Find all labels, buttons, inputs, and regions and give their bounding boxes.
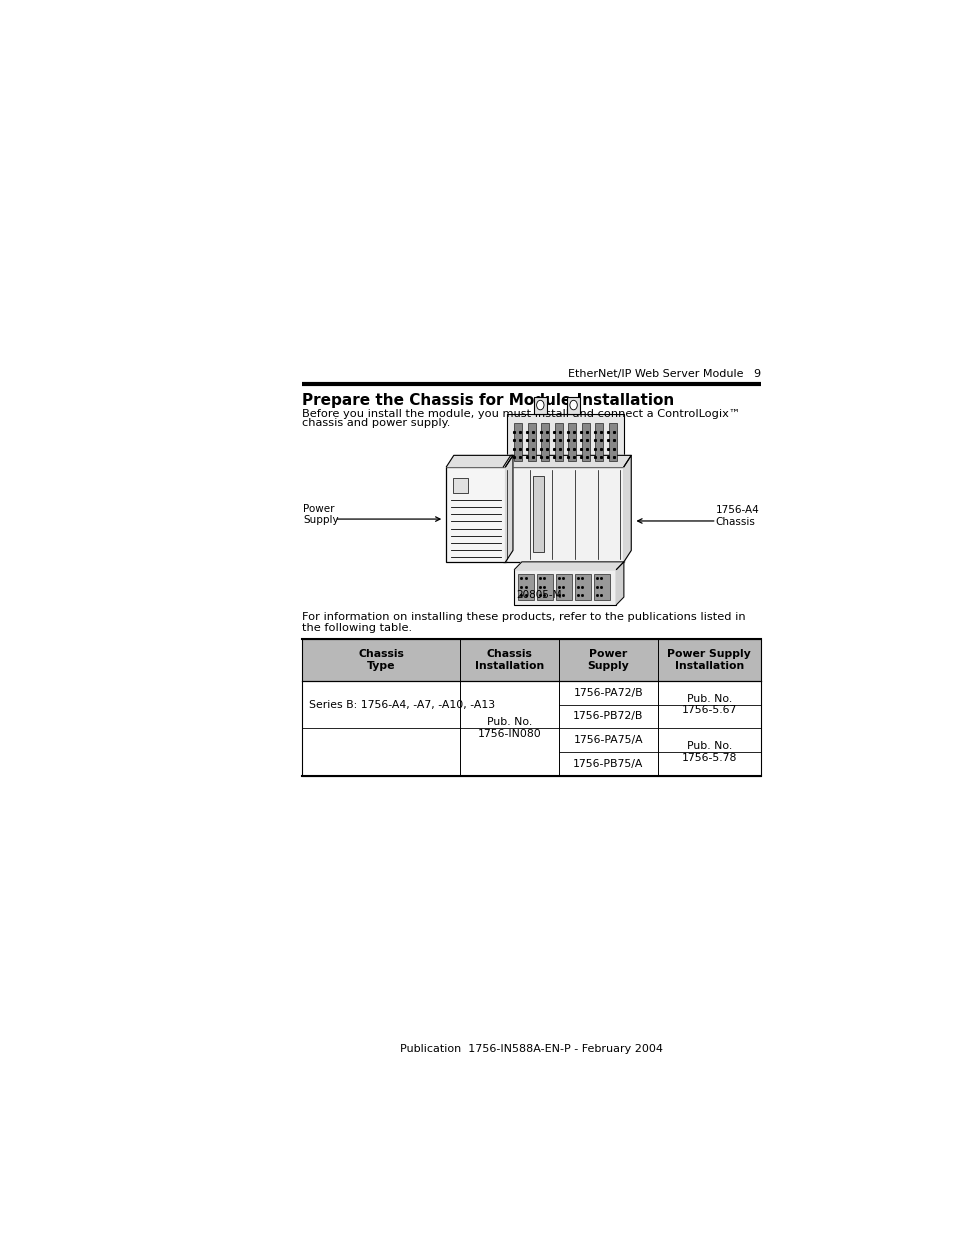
Bar: [446, 467, 505, 562]
Bar: [566, 398, 579, 415]
Text: Chassis
Type: Chassis Type: [357, 650, 403, 671]
Text: 1756-PA72/B: 1756-PA72/B: [573, 688, 642, 698]
Polygon shape: [616, 562, 623, 605]
Text: For information on installing these products, refer to the publications listed i: For information on installing these prod…: [301, 613, 744, 622]
Text: 1756-PA75/A: 1756-PA75/A: [573, 735, 642, 745]
Bar: [537, 574, 553, 600]
Text: 20805-M: 20805-M: [516, 590, 561, 600]
Text: Pub. No.
1756-IN080: Pub. No. 1756-IN080: [477, 718, 541, 739]
Polygon shape: [505, 456, 513, 562]
Bar: [575, 574, 590, 600]
Bar: [514, 424, 521, 461]
Bar: [453, 478, 467, 494]
Bar: [517, 574, 534, 600]
Bar: [503, 467, 623, 562]
Text: Power Supply
Installation: Power Supply Installation: [667, 650, 750, 671]
Polygon shape: [623, 456, 631, 562]
Text: 1756-PB75/A: 1756-PB75/A: [573, 760, 643, 769]
Text: 1756-PB72/B: 1756-PB72/B: [573, 711, 643, 721]
Text: Publication  1756-IN588A-EN-P - February 2004: Publication 1756-IN588A-EN-P - February …: [399, 1044, 662, 1053]
Text: EtherNet/IP Web Server Module   9: EtherNet/IP Web Server Module 9: [567, 369, 760, 379]
Bar: [554, 424, 562, 461]
Bar: [301, 638, 760, 776]
Bar: [533, 477, 543, 552]
Text: 1756-A4
Chassis: 1756-A4 Chassis: [715, 505, 759, 527]
Bar: [593, 574, 609, 600]
Text: Series B: 1756-A4, -A7, -A10, -A13: Series B: 1756-A4, -A7, -A10, -A13: [309, 699, 495, 709]
Text: Power
Supply: Power Supply: [587, 650, 629, 671]
Bar: [608, 424, 616, 461]
Text: the following table.: the following table.: [301, 622, 412, 632]
Circle shape: [536, 400, 543, 410]
Text: Before you install the module, you must install and connect a ControlLogix™: Before you install the module, you must …: [301, 409, 740, 419]
Bar: [301, 638, 760, 680]
Polygon shape: [503, 456, 631, 467]
Bar: [506, 415, 623, 467]
Polygon shape: [514, 562, 623, 569]
Bar: [581, 424, 589, 461]
Bar: [568, 424, 576, 461]
Text: Pub. No.
1756-5.78: Pub. No. 1756-5.78: [681, 741, 737, 763]
Text: chassis and power supply.: chassis and power supply.: [301, 419, 450, 429]
Text: Prepare the Chassis for Module Installation: Prepare the Chassis for Module Installat…: [301, 393, 674, 408]
Bar: [540, 424, 549, 461]
Bar: [533, 398, 546, 415]
Polygon shape: [446, 456, 513, 467]
Text: Chassis
Installation: Chassis Installation: [475, 650, 543, 671]
Bar: [556, 574, 572, 600]
Bar: [595, 424, 602, 461]
Bar: [527, 424, 536, 461]
Text: Pub. No.
1756-5.67: Pub. No. 1756-5.67: [681, 694, 737, 715]
Bar: [514, 569, 616, 605]
Circle shape: [569, 400, 577, 410]
Text: Power
Supply: Power Supply: [303, 504, 338, 525]
